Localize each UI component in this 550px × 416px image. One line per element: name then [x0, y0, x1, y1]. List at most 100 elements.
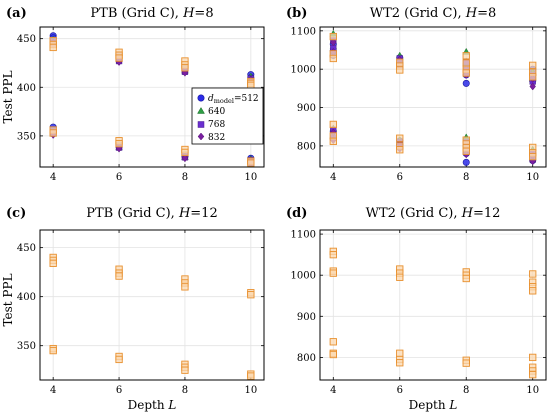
panel-c-xtick-label: 4 — [50, 385, 56, 396]
panel-d-point-orange — [462, 274, 470, 283]
legend-entry-768: 768 — [208, 120, 225, 130]
panel-b-point-d512 — [462, 79, 470, 87]
panel-a-ytick-label: 350 — [17, 131, 36, 142]
legend: dmodel=512 640 768 832 — [191, 87, 264, 145]
panel-a-point-orange — [115, 140, 123, 148]
panel-c-marks — [49, 253, 255, 380]
panel-b-xtick-label: 10 — [526, 172, 539, 183]
panel-c-point-orange — [115, 272, 123, 280]
panel-b-point-orange — [396, 146, 404, 154]
panel-c-point-orange — [181, 283, 189, 291]
panel-c-xlabel: Depth L — [128, 398, 177, 412]
legend-entry-512: dmodel=512 — [208, 94, 259, 105]
panel-b-point-orange — [529, 152, 537, 161]
panel-c-grid — [40, 230, 264, 380]
panel-a-xtick-label: 4 — [50, 172, 56, 183]
panel-b-label: (b) — [286, 6, 307, 21]
panel-c-point-orange — [115, 355, 123, 364]
panel-c-point-orange — [181, 366, 189, 374]
panel-b-point-orange — [329, 32, 337, 41]
panel-d: (d) WT2 (Grid C), H=12 Depth L 800 900 100… — [286, 206, 547, 412]
panel-d-ytick-label: 1000 — [291, 271, 316, 282]
panel-a-point-orange — [181, 64, 189, 72]
panel-b-point-orange — [462, 59, 470, 67]
panel-a-ylabel: Test PPL — [1, 70, 15, 123]
panel-d-xtick-label: 6 — [397, 385, 403, 396]
panel-c-point-orange — [49, 259, 57, 267]
panel-d-point-orange — [529, 371, 537, 379]
panel-b-ytick-label: 1100 — [291, 26, 316, 37]
panel-d-ticks: 800 900 1000 1100 4 6 8 10 — [291, 230, 546, 396]
legend-entry-832: 832 — [208, 133, 225, 143]
panel-a-xtick-label: 8 — [182, 172, 188, 183]
panel-d-xtick-label: 10 — [526, 385, 539, 396]
panel-b-title: WT2 (Grid C), H=8 — [370, 6, 497, 21]
panel-d-point-orange — [462, 359, 470, 367]
panel-c-frame — [39, 229, 265, 381]
panel-b-ytick-label: 800 — [297, 141, 316, 152]
panel-c: (c) PTB (Grid C), H=12 Test PPL Depth L … — [1, 206, 265, 412]
panel-c-label: (c) — [6, 206, 26, 221]
panel-d-ytick-label: 900 — [297, 312, 316, 323]
panel-d-ytick-label: 800 — [297, 353, 316, 364]
panel-b-xtick-label: 4 — [330, 172, 336, 183]
panel-d-point-orange — [396, 273, 404, 281]
panel-b-point-orange — [329, 54, 337, 63]
panel-a-ytick-label: 400 — [17, 83, 36, 94]
panel-b: (b) WT2 (Grid C), H=8 800 900 1000 1100 4 6 8 1… — [286, 6, 547, 183]
panel-d-point-orange — [329, 338, 337, 346]
panel-b-point-d832 — [330, 38, 337, 47]
panel-a-title: PTB (Grid C), H=8 — [90, 6, 213, 21]
panel-a-xtick-label: 10 — [244, 172, 257, 183]
panel-b-xtick-label: 6 — [397, 172, 403, 183]
panel-b-grid — [320, 27, 546, 167]
panel-d-point-orange — [329, 251, 337, 259]
panel-a-marks — [49, 32, 255, 168]
panel-b-marks — [329, 29, 537, 166]
panel-a-point-orange — [49, 43, 57, 52]
panel-a: (a) PTB (Grid C), H=8 Test PPL 350 400 450… — [1, 6, 265, 183]
panel-a-point-orange — [247, 81, 255, 89]
legend-entry-640: 640 — [208, 107, 225, 117]
panel-d-point-orange — [329, 269, 337, 277]
legend-circle-marker — [197, 94, 205, 102]
panel-c-ylabel: Test PPL — [1, 273, 15, 326]
panel-b-ytick-label: 900 — [297, 103, 316, 114]
panel-c-ytick-label: 400 — [17, 292, 36, 303]
panel-b-point-d512 — [462, 158, 470, 166]
panel-b-point-d832 — [529, 82, 536, 91]
panel-b-point-orange — [329, 137, 337, 145]
panel-c-xtick-label: 10 — [244, 385, 257, 396]
panel-d-xlabel: Depth L — [409, 398, 458, 412]
panel-b-point-orange — [462, 147, 470, 155]
panel-b-point-orange — [462, 52, 470, 60]
legend-diamond-marker — [197, 132, 205, 141]
panel-a-xtick-label: 6 — [116, 172, 122, 183]
panel-a-point-d832 — [181, 154, 189, 163]
panel-a-point-orange — [115, 54, 123, 62]
panel-c-xtick-label: 6 — [116, 385, 122, 396]
panel-d-label: (d) — [286, 206, 307, 221]
panel-b-point-orange — [329, 120, 337, 129]
panel-d-point-orange — [396, 359, 404, 367]
panel-c-point-orange — [49, 346, 57, 355]
panel-d-point-orange — [529, 287, 537, 295]
panel-d-grid — [320, 230, 546, 380]
panel-b-xtick-label: 8 — [463, 172, 469, 183]
panel-d-marks — [329, 247, 537, 379]
panel-a-label: (a) — [6, 6, 27, 21]
panel-a-point-orange — [181, 148, 189, 157]
panel-b-point-orange — [396, 66, 404, 74]
panel-d-point-orange — [329, 350, 337, 359]
panel-d-point-orange — [396, 349, 404, 357]
panel-b-ytick-label: 1000 — [291, 65, 316, 76]
panel-d-point-orange — [529, 270, 537, 278]
panel-b-point-orange — [396, 134, 404, 142]
panel-c-ytick-label: 350 — [17, 341, 36, 352]
panel-c-point-orange — [247, 372, 255, 380]
panel-a-ytick-label: 450 — [17, 34, 36, 45]
panel-c-xtick-label: 8 — [182, 385, 188, 396]
panel-d-title: WT2 (Grid C), H=12 — [366, 206, 501, 221]
panel-d-xtick-label: 4 — [330, 385, 336, 396]
